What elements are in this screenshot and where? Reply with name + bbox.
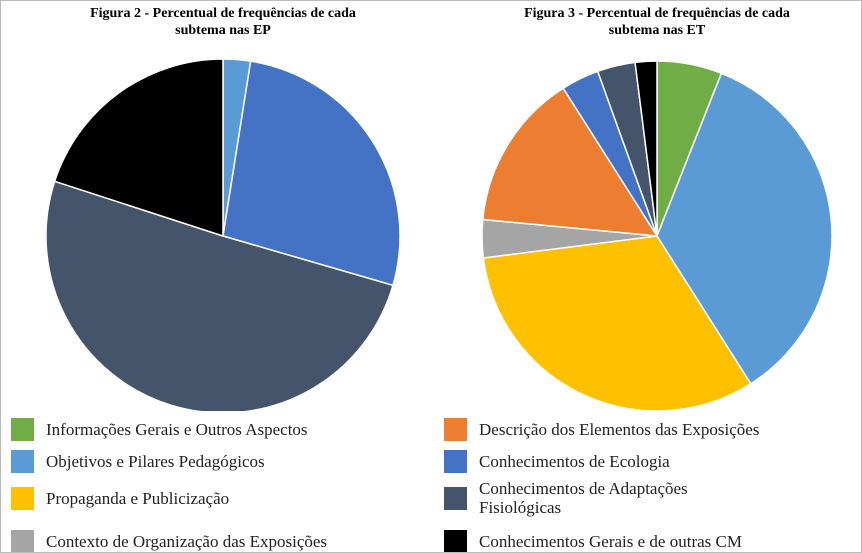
chart-title: Figura 3 - Percentual de frequências de … — [524, 6, 790, 38]
pies — [45, 58, 833, 411]
legend-swatch — [444, 529, 467, 552]
legend-entry: Conhecimentos de Ecologia — [444, 441, 670, 481]
legend-label: Propaganda e Publicização — [46, 488, 230, 508]
pie-slice — [222, 60, 401, 287]
legend-swatch — [444, 486, 467, 510]
pie-slice — [53, 58, 224, 238]
chart-title: Figura 2 - Percentual de frequências de … — [90, 6, 356, 38]
legend-label: Objetivos e Pilares Pedagógicos — [46, 451, 265, 471]
legend-entry: Informações Gerais e Outros Aspectos — [11, 409, 308, 449]
legend-label: Contexto de Organização das Exposições — [46, 531, 328, 551]
pie-slice — [634, 60, 658, 237]
legend-label: Conhecimentos Gerais e de outras CM — [479, 531, 742, 551]
legend-entry: Contexto de Organização das Exposições — [11, 521, 328, 552]
legend-swatch — [11, 449, 34, 473]
legend-label: Informações Gerais e Outros Aspectos — [46, 419, 308, 439]
legend-entry: Conhecimentos Gerais e de outras CM — [444, 521, 742, 552]
pie-slice — [656, 72, 833, 385]
legend-swatch — [11, 417, 34, 441]
legend-label: Conhecimentos de Ecologia — [479, 451, 670, 471]
legend-swatch — [444, 449, 467, 473]
pie-slice — [45, 180, 394, 411]
legend-swatch — [444, 417, 467, 441]
pie-slice — [482, 235, 752, 411]
legend-label: Descrição dos Elementos das Exposições — [479, 419, 760, 439]
legend-swatch — [11, 529, 34, 552]
pie-slice — [481, 87, 659, 237]
legend-entry: Conhecimentos de Adaptações Fisiológicas — [444, 478, 688, 518]
legend-entry: Objetivos e Pilares Pedagógicos — [11, 441, 265, 481]
legend-entry: Descrição dos Elementos das Exposições — [444, 409, 759, 449]
legend-entry: Propaganda e Publicização — [11, 478, 229, 518]
legend-swatch — [11, 486, 34, 510]
legend-label: Conhecimentos de Adaptações Fisiológicas — [479, 479, 688, 517]
